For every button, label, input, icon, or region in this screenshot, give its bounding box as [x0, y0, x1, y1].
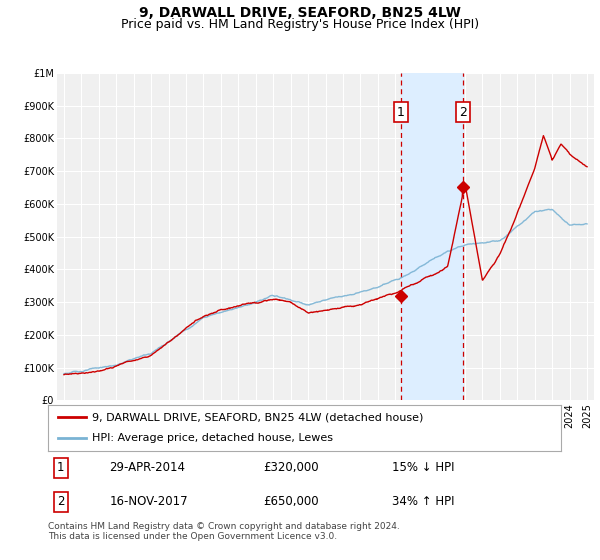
- Text: 15% ↓ HPI: 15% ↓ HPI: [392, 461, 454, 474]
- Text: 16-NOV-2017: 16-NOV-2017: [110, 496, 188, 508]
- Text: 1: 1: [57, 461, 65, 474]
- Text: Price paid vs. HM Land Registry's House Price Index (HPI): Price paid vs. HM Land Registry's House …: [121, 18, 479, 31]
- Text: £320,000: £320,000: [263, 461, 319, 474]
- Text: HPI: Average price, detached house, Lewes: HPI: Average price, detached house, Lewe…: [92, 433, 332, 444]
- Text: 34% ↑ HPI: 34% ↑ HPI: [392, 496, 454, 508]
- Text: Contains HM Land Registry data © Crown copyright and database right 2024.
This d: Contains HM Land Registry data © Crown c…: [48, 522, 400, 542]
- Bar: [401, 73, 463, 400]
- Text: £650,000: £650,000: [263, 496, 319, 508]
- Text: 2: 2: [459, 106, 467, 119]
- Text: 9, DARWALL DRIVE, SEAFORD, BN25 4LW (detached house): 9, DARWALL DRIVE, SEAFORD, BN25 4LW (det…: [92, 412, 423, 422]
- Text: 2: 2: [57, 496, 65, 508]
- Text: 9, DARWALL DRIVE, SEAFORD, BN25 4LW: 9, DARWALL DRIVE, SEAFORD, BN25 4LW: [139, 6, 461, 20]
- Text: 29-APR-2014: 29-APR-2014: [110, 461, 185, 474]
- Text: 1: 1: [397, 106, 405, 119]
